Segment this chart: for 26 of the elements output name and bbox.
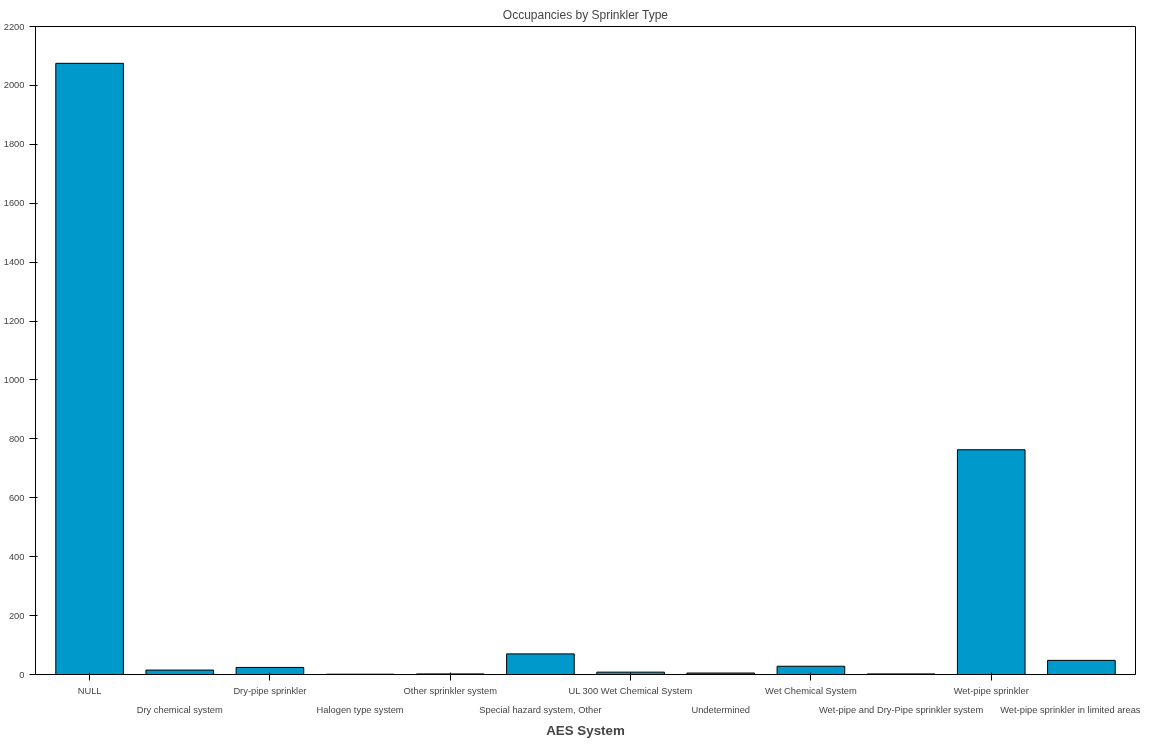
y-tick-label: 400 bbox=[8, 551, 25, 562]
y-tick-label: 1200 bbox=[3, 316, 25, 327]
y-tick-label: 200 bbox=[8, 610, 25, 621]
y-tick-label: 1600 bbox=[3, 198, 25, 209]
y-tick-label: 1000 bbox=[3, 374, 25, 385]
y-tick-label: 600 bbox=[8, 492, 25, 503]
x-tick-label: Wet-pipe sprinkler bbox=[953, 685, 1029, 696]
y-tick-label: 2000 bbox=[3, 80, 25, 91]
x-tick-label: Wet-pipe sprinkler in limited areas bbox=[1000, 704, 1141, 715]
x-tick-label: Other sprinkler system bbox=[403, 685, 498, 696]
x-tick-label: Wet-pipe and Dry-Pipe sprinkler system bbox=[818, 704, 984, 715]
y-tick-label: 0 bbox=[19, 669, 25, 680]
y-tick-label: 1800 bbox=[3, 139, 25, 150]
x-tick-label: Dry-pipe sprinkler bbox=[233, 685, 307, 696]
x-tick-label: NULL bbox=[77, 685, 102, 696]
x-axis-title: AES System bbox=[546, 722, 625, 738]
y-tick-label: 800 bbox=[8, 433, 25, 444]
x-tick-label: UL 300 Wet Chemical System bbox=[568, 685, 693, 696]
x-tick-label: Undetermined bbox=[691, 704, 751, 715]
chart-title: Occupancies by Sprinkler Type bbox=[502, 7, 669, 22]
x-tick-label: Wet Chemical System bbox=[765, 685, 857, 696]
x-tick-label: Halogen type system bbox=[316, 704, 404, 715]
x-tick-label: Dry chemical system bbox=[136, 704, 224, 715]
y-tick-label: 1400 bbox=[3, 257, 25, 268]
y-tick-label: 2200 bbox=[3, 21, 25, 32]
x-tick-label: Special hazard system, Other bbox=[479, 704, 602, 715]
